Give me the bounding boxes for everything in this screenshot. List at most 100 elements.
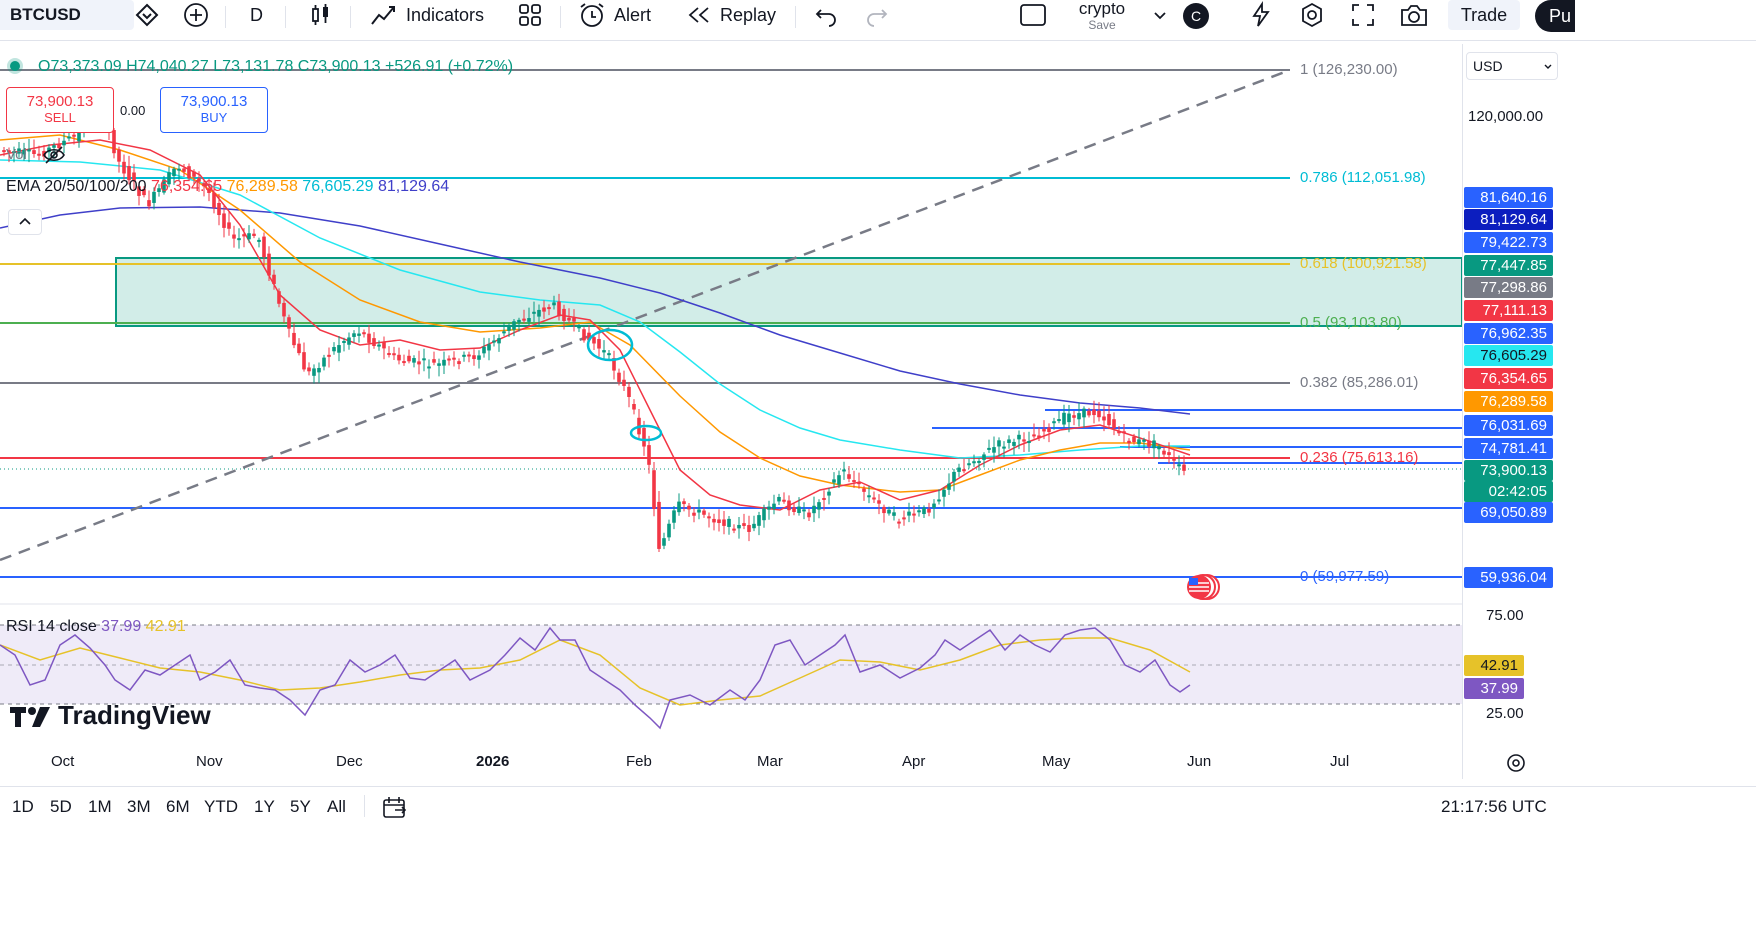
range-ytd[interactable]: YTD bbox=[204, 797, 238, 816]
interval-button[interactable]: D bbox=[250, 0, 263, 30]
us-flag-event-icon[interactable] bbox=[1185, 573, 1221, 601]
candle-body bbox=[467, 354, 471, 357]
candle-body bbox=[27, 149, 31, 152]
candle-body bbox=[747, 525, 751, 532]
candle-body bbox=[127, 166, 131, 181]
candle-body bbox=[342, 340, 346, 343]
candle-body bbox=[37, 153, 41, 156]
undo-button[interactable] bbox=[813, 0, 839, 30]
compare-symbol-button[interactable] bbox=[131, 0, 163, 30]
candle-body bbox=[592, 337, 596, 344]
candle-body bbox=[267, 253, 271, 276]
range-1y[interactable]: 1Y bbox=[254, 797, 275, 816]
indicators-icon bbox=[371, 6, 395, 25]
quick-search-button[interactable] bbox=[1247, 0, 1275, 30]
candle-body bbox=[57, 144, 61, 149]
snapshot-button[interactable] bbox=[1399, 0, 1429, 30]
candle-body bbox=[812, 505, 816, 514]
indicators-button[interactable]: Indicators bbox=[370, 0, 484, 30]
collapse-legend-button[interactable] bbox=[8, 209, 42, 235]
candle-body bbox=[667, 523, 671, 538]
candle-body bbox=[1067, 413, 1071, 423]
fullscreen-button[interactable] bbox=[1349, 0, 1377, 30]
price-chart[interactable] bbox=[0, 44, 1462, 779]
candle-body bbox=[157, 188, 161, 192]
hide-volume-button[interactable] bbox=[42, 145, 66, 170]
candle-body bbox=[372, 338, 376, 347]
candle-body bbox=[717, 519, 721, 524]
rsi-price-label: 37.99 bbox=[1464, 678, 1524, 699]
currency-select[interactable]: USD bbox=[1466, 52, 1558, 80]
trade-button[interactable]: Trade bbox=[1448, 0, 1520, 30]
templates-button[interactable] bbox=[517, 0, 543, 30]
candle-body bbox=[212, 192, 216, 208]
buy-button[interactable]: 73,900.13 BUY bbox=[160, 87, 268, 133]
candle-body bbox=[827, 491, 831, 496]
sell-button[interactable]: 73,900.13 SELL bbox=[6, 87, 114, 133]
candle-body bbox=[2, 150, 6, 153]
replay-button[interactable]: Replay bbox=[686, 0, 776, 30]
candle-body bbox=[377, 344, 381, 347]
candle-body bbox=[7, 150, 11, 153]
add-symbol-button[interactable] bbox=[182, 0, 210, 30]
range-all[interactable]: All bbox=[327, 797, 346, 816]
layout-menu-button[interactable] bbox=[1152, 0, 1168, 30]
tradingview-watermark[interactable]: TradingView bbox=[8, 700, 211, 731]
redo-button[interactable] bbox=[864, 0, 890, 30]
candle-body bbox=[982, 454, 986, 460]
candle-body bbox=[452, 357, 456, 360]
price-label: 59,936.04 bbox=[1464, 567, 1553, 588]
range-6m[interactable]: 6M bbox=[166, 797, 190, 816]
range-5y[interactable]: 5Y bbox=[290, 797, 311, 816]
market-status-dot[interactable] bbox=[10, 61, 20, 71]
avatar[interactable]: C bbox=[1183, 3, 1209, 29]
price-axis[interactable]: USD 120,000.00 81,640.16 81,129.64 79,422.… bbox=[1462, 44, 1558, 779]
eye-crossed-icon bbox=[43, 146, 65, 164]
candle-body bbox=[707, 516, 711, 519]
utc-clock[interactable]: 21:17:56 UTC bbox=[1441, 797, 1547, 816]
fib-label-05: 0.5 (93,103.80) bbox=[1300, 314, 1402, 331]
rewind-icon bbox=[688, 7, 709, 23]
candle-body bbox=[367, 333, 371, 343]
range-1d[interactable]: 1D bbox=[12, 797, 34, 816]
fib-label-0786: 0.786 (112,051.98) bbox=[1300, 169, 1426, 186]
candle-body bbox=[587, 332, 591, 341]
candle-body bbox=[407, 355, 411, 362]
fib-zone-box bbox=[115, 257, 1462, 327]
axis-divider bbox=[1462, 44, 1463, 779]
date-range-button[interactable] bbox=[381, 795, 409, 826]
candle-body bbox=[1142, 439, 1146, 442]
layout-name-block[interactable]: crypto Save bbox=[1066, 0, 1138, 34]
range-3m[interactable]: 3M bbox=[127, 797, 151, 816]
layout-select-button[interactable] bbox=[1018, 0, 1048, 30]
candle-body bbox=[112, 130, 116, 154]
candle-body bbox=[757, 515, 761, 526]
candle-body bbox=[897, 521, 901, 524]
tradingview-logo-icon bbox=[10, 706, 50, 727]
range-1m[interactable]: 1M bbox=[88, 797, 112, 816]
candle-body bbox=[1157, 446, 1161, 450]
range-5d[interactable]: 5D bbox=[50, 797, 72, 816]
candle-body bbox=[852, 480, 856, 483]
settings-button[interactable] bbox=[1298, 0, 1326, 30]
candle-body bbox=[617, 372, 621, 382]
candle-body bbox=[647, 445, 651, 465]
top-toolbar: BTCUSD D Indicators Alert Replay crypto bbox=[0, 0, 1756, 41]
candle-body bbox=[227, 222, 231, 229]
candle-body bbox=[697, 509, 701, 513]
publish-button[interactable]: Pu bbox=[1535, 0, 1575, 32]
candle-body bbox=[512, 321, 516, 330]
chart-type-button[interactable] bbox=[308, 0, 334, 30]
candle-body bbox=[222, 213, 226, 228]
alert-button[interactable]: Alert bbox=[578, 0, 651, 30]
symbol-search[interactable]: BTCUSD bbox=[0, 0, 134, 30]
chart-settings-button[interactable] bbox=[1505, 752, 1527, 779]
candle-body bbox=[487, 344, 491, 351]
candle-body bbox=[677, 501, 681, 513]
candle-body bbox=[742, 523, 746, 526]
candle-body bbox=[622, 379, 626, 386]
calendar-range-icon bbox=[383, 797, 407, 818]
price-label: 77,447.85 bbox=[1464, 255, 1553, 276]
x-label-feb: Feb bbox=[626, 753, 652, 770]
candle-body bbox=[847, 474, 851, 479]
